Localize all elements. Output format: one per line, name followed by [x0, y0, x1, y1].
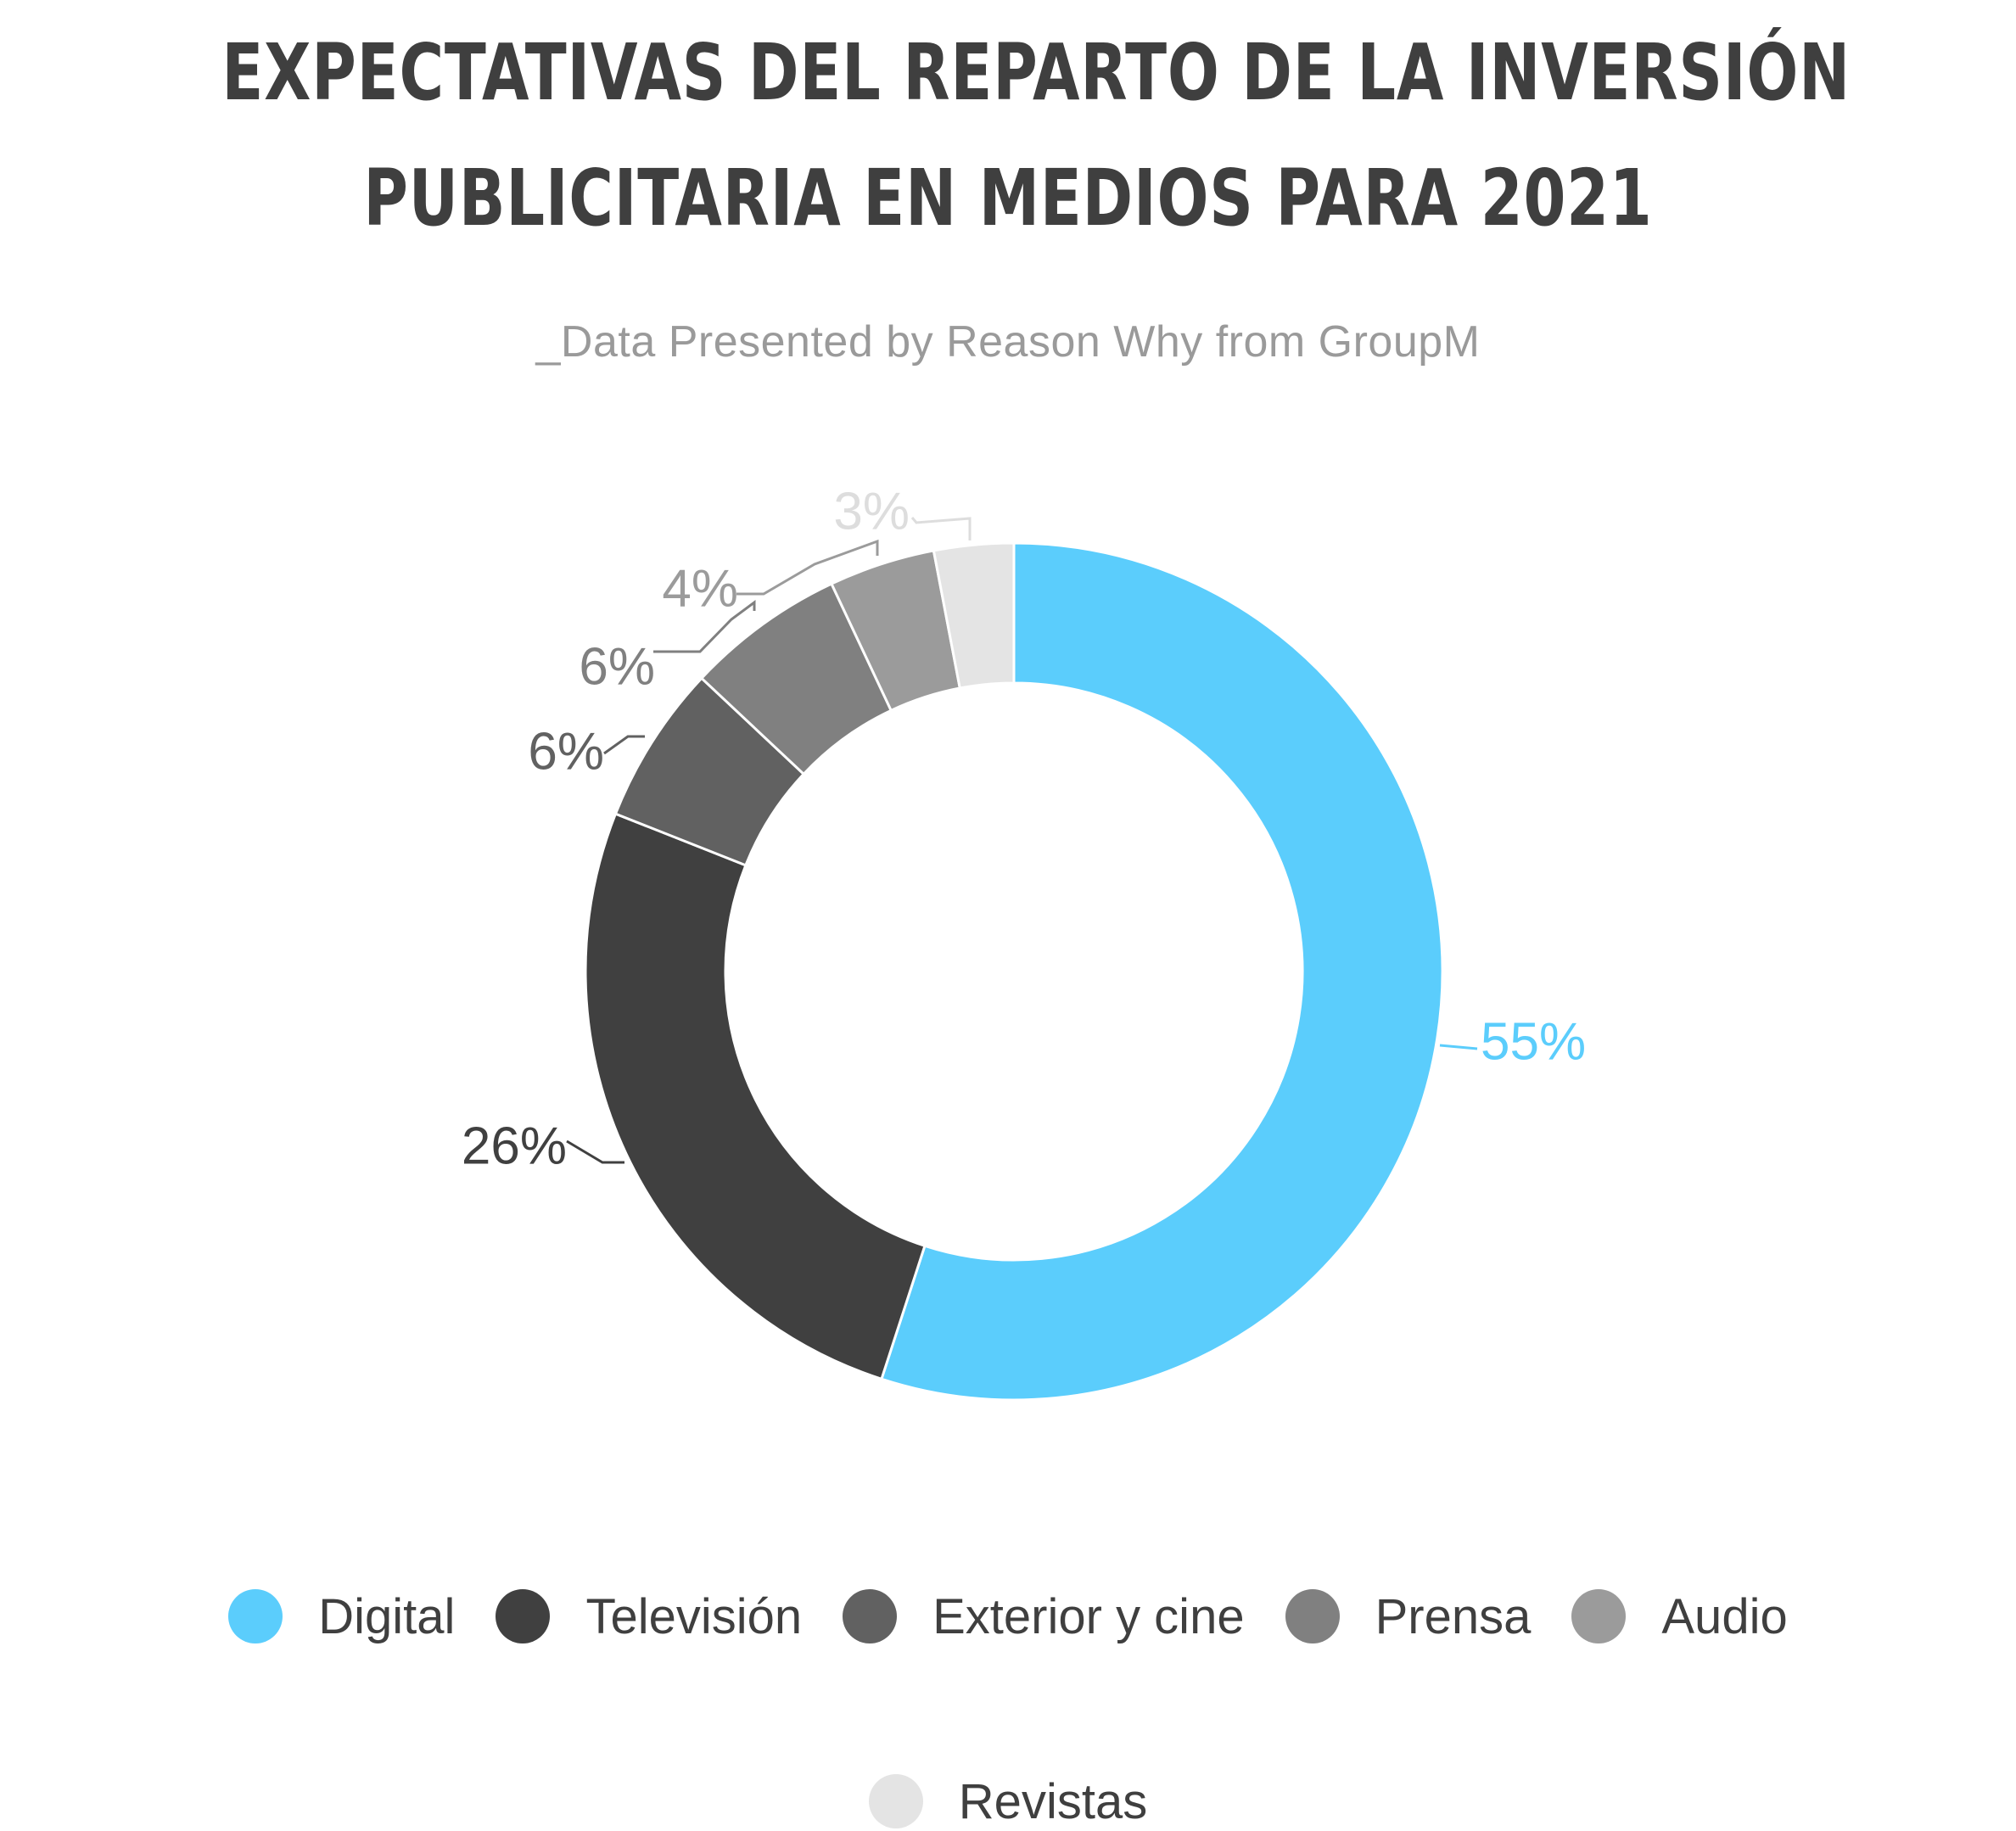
legend-swatch	[843, 1589, 898, 1643]
donut-chart: 55%26%6%6%4%3%	[462, 482, 1586, 1402]
slice-revistas	[932, 541, 1016, 690]
legend-swatch	[496, 1589, 551, 1643]
legend-label: Exterior y cine	[932, 1588, 1245, 1644]
legend-item-audio: Audio	[1571, 1587, 1788, 1646]
data-label-exterior-y-cine: 6%	[528, 722, 604, 781]
legend-label: Digital	[318, 1588, 456, 1644]
legend-item-televisi-n: Televisión	[496, 1587, 802, 1646]
leader-line-televisi-n	[566, 1139, 624, 1164]
chart-title: EXPECTATIVAS DEL REPARTO DE LA INVERSIÓN…	[221, 10, 1851, 261]
legend-label: Televisión	[585, 1588, 803, 1644]
leader-line-audio	[736, 539, 879, 596]
legend-label: Audio	[1661, 1588, 1788, 1644]
legend-item-digital: Digital	[228, 1587, 455, 1646]
data-label-audio: 4%	[662, 559, 738, 618]
legend-swatch	[1285, 1589, 1340, 1643]
legend-swatch	[1571, 1589, 1627, 1643]
legend-swatch	[228, 1589, 283, 1643]
legend-item-revistas: Revistas	[868, 1772, 1148, 1831]
chart-subtitle: _Data Presented by Reason Why from Group…	[535, 317, 1481, 367]
legend-swatch	[868, 1774, 923, 1828]
data-label-revistas: 3%	[833, 482, 910, 540]
chart-title-line-1: EXPECTATIVAS DEL REPARTO DE LA INVERSIÓN	[221, 27, 1851, 118]
legend-item-exterior-y-cine: Exterior y cine	[843, 1587, 1245, 1646]
legend-label: Prensa	[1375, 1588, 1532, 1644]
leader-line-revistas	[910, 517, 972, 540]
data-label-digital: 55%	[1481, 1012, 1586, 1071]
chart-legend: Digital Televisión Exterior y cine Prensa Au…	[0, 1587, 2016, 1831]
slice-digital	[880, 541, 1444, 1402]
data-label-prensa: 6%	[579, 637, 655, 696]
legend-label: Revistas	[958, 1773, 1148, 1829]
data-label-televisi-n: 26%	[462, 1117, 567, 1175]
leader-line-exterior-y-cine	[603, 735, 645, 755]
leader-line-prensa	[653, 600, 756, 653]
slice-televisi-n	[584, 812, 927, 1381]
legend-item-prensa: Prensa	[1285, 1587, 1532, 1646]
leader-line-digital	[1439, 1044, 1478, 1050]
chart-title-line-2: PUBLICITARIA EN MEDIOS PARA 2021	[363, 153, 1653, 244]
